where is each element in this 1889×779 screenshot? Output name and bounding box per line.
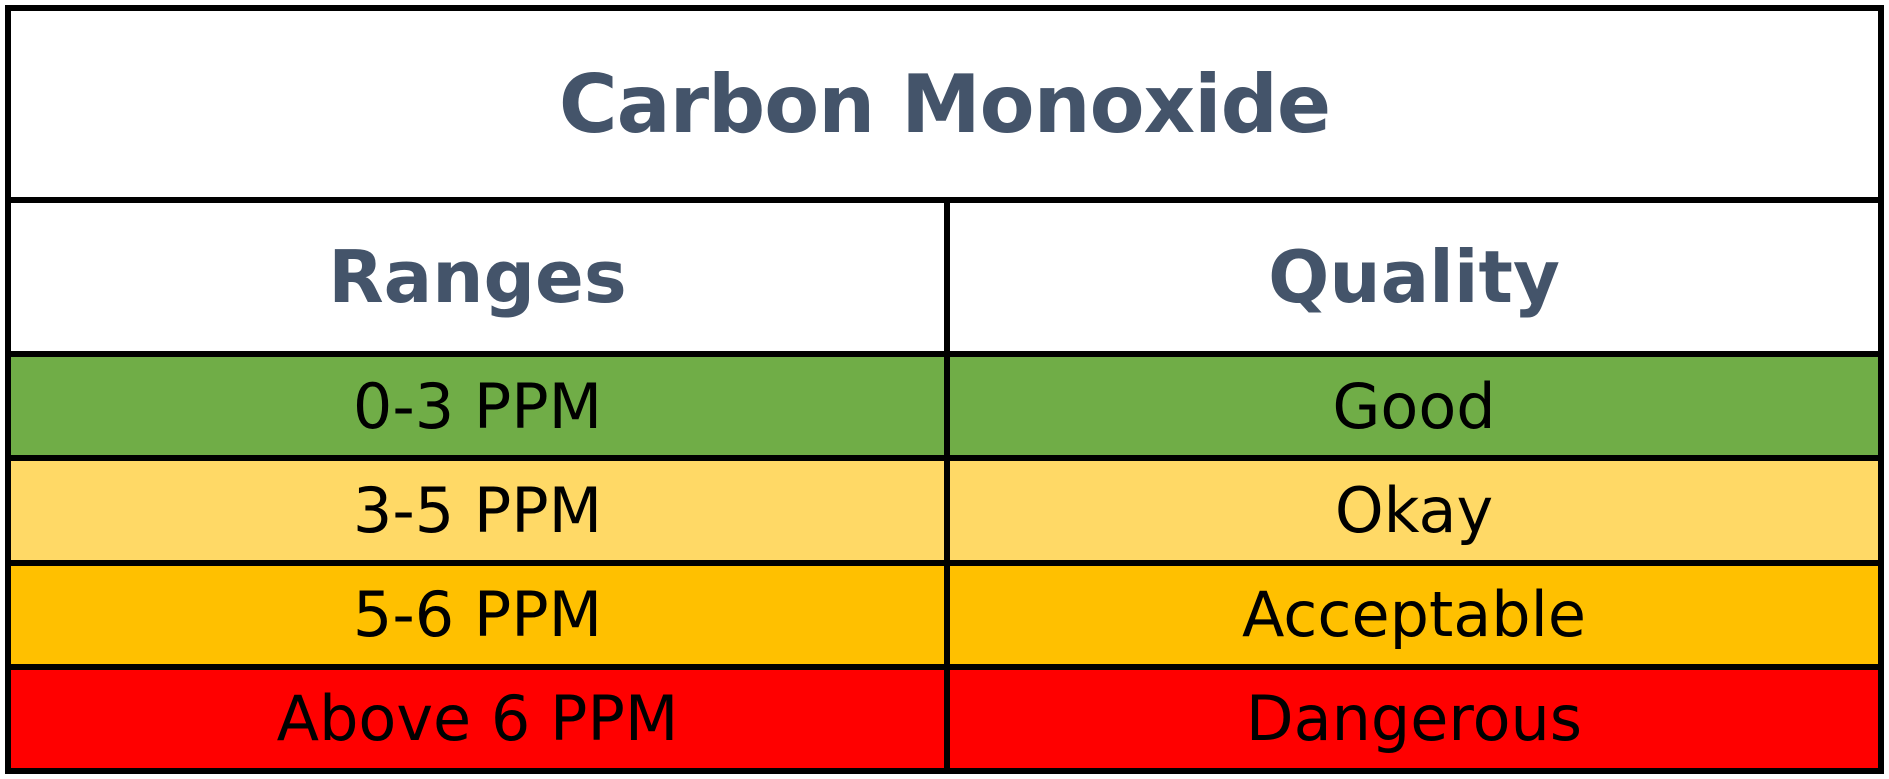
quality-cell: Good	[950, 357, 1878, 455]
ranges-header-cell: Ranges	[11, 203, 950, 351]
ranges-header: Ranges	[328, 235, 627, 319]
quality-value: Good	[1332, 369, 1496, 443]
table-row: Above 6 PPM Dangerous	[11, 669, 1878, 768]
range-cell: 0-3 PPM	[11, 357, 950, 456]
co-quality-table: Carbon Monoxide Ranges Quality 0-3 PPM G…	[5, 5, 1884, 774]
quality-header-cell: Quality	[950, 203, 1878, 351]
quality-value: Okay	[1334, 473, 1494, 547]
range-cell: Above 6 PPM	[11, 669, 950, 768]
quality-header: Quality	[1268, 235, 1560, 319]
table-header-row: Ranges Quality	[11, 203, 1878, 357]
quality-cell: Okay	[950, 461, 1878, 559]
quality-value: Dangerous	[1245, 682, 1583, 756]
table-row: 5-6 PPM Acceptable	[11, 565, 1878, 670]
quality-cell: Dangerous	[950, 670, 1878, 768]
table-title: Carbon Monoxide	[558, 57, 1331, 151]
range-value: 3-5 PPM	[352, 473, 603, 547]
range-value: Above 6 PPM	[276, 682, 679, 756]
table-title-row: Carbon Monoxide	[11, 11, 1878, 203]
range-cell: 3-5 PPM	[11, 461, 950, 560]
table-row: 0-3 PPM Good	[11, 357, 1878, 462]
range-value: 5-6 PPM	[352, 578, 603, 652]
quality-value: Acceptable	[1241, 578, 1587, 652]
quality-cell: Acceptable	[950, 566, 1878, 664]
range-cell: 5-6 PPM	[11, 565, 950, 664]
table-row: 3-5 PPM Okay	[11, 461, 1878, 566]
range-value: 0-3 PPM	[352, 369, 603, 443]
